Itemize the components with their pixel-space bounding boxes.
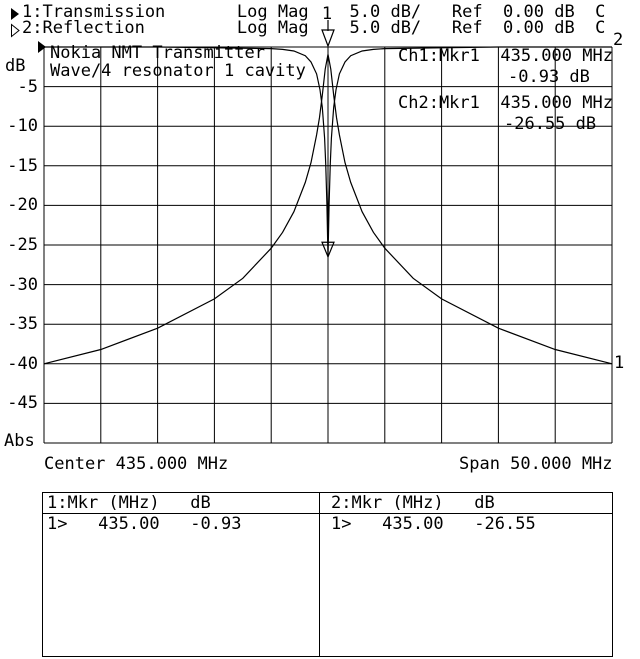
markers xyxy=(321,20,335,259)
ch2-status-line: 2:Reflection Log Mag 5.0 dB/ Ref 0.00 dB… xyxy=(22,18,606,38)
marker-1-flag-icon xyxy=(321,29,335,48)
span-label: Span 50.000 MHz xyxy=(459,454,613,474)
y-axis-unit-label: dB xyxy=(5,56,26,76)
measurement-title-line1: Nokia NMT Transmitter xyxy=(50,43,265,63)
marker-2-flag-icon xyxy=(321,241,335,259)
ch2-marker-readout-freq: Ch2:Mkr1 435.000 MHz xyxy=(398,93,613,113)
ch1-marker-readout-value: -0.93 dB xyxy=(508,67,590,87)
measurement-title-line2: Wave/4 resonator 1 cavity xyxy=(50,61,306,81)
y-tick-label: -45 xyxy=(7,393,38,414)
center-frequency-label: Center 435.000 MHz xyxy=(44,454,229,474)
trace1-end-label: 1 xyxy=(614,353,625,373)
y-tick-label: -20 xyxy=(7,195,38,216)
reference-level-marker-icon xyxy=(38,41,46,53)
marker-table-ch1-row: 1> 435.00 -0.93 xyxy=(47,514,242,534)
ch1-marker-readout-freq: Ch1:Mkr1 435.000 MHz xyxy=(398,46,613,66)
ch2-marker-readout-value: -26.55 dB xyxy=(504,114,597,134)
ch2-channel-icon xyxy=(11,23,20,38)
ch1-active-channel-icon xyxy=(11,8,19,20)
y-tick-label: -35 xyxy=(7,314,38,335)
y-tick-label: -25 xyxy=(7,235,38,255)
y-tick-label: -40 xyxy=(7,353,38,374)
marker-table-divider xyxy=(319,493,320,656)
ch1-status-line: 1:Transmission Log Mag 5.0 dB/ Ref 0.00 … xyxy=(22,2,606,22)
marker-table-ch2-header: 2:Mkr (MHz) dB xyxy=(331,493,495,513)
y-tick-label: -10 xyxy=(7,116,38,137)
marker-table-ch1-header: 1:Mkr (MHz) dB xyxy=(47,493,211,513)
marker-table-header-rule xyxy=(43,513,612,514)
marker-table: 1:Mkr (MHz) dB 1> 435.00 -0.93 2:Mkr (MH… xyxy=(42,492,613,657)
y-tick-label: -30 xyxy=(7,274,38,295)
y-axis-bottom-label: Abs xyxy=(4,431,35,451)
y-tick-label: -15 xyxy=(7,155,38,176)
marker-1-number-label: 1 xyxy=(321,4,333,24)
marker-table-ch2-row: 1> 435.00 -26.55 xyxy=(331,514,536,534)
transmission-trace xyxy=(43,54,613,365)
trace2-end-label: 2 xyxy=(613,30,624,50)
y-tick-label: -5 xyxy=(17,76,38,97)
